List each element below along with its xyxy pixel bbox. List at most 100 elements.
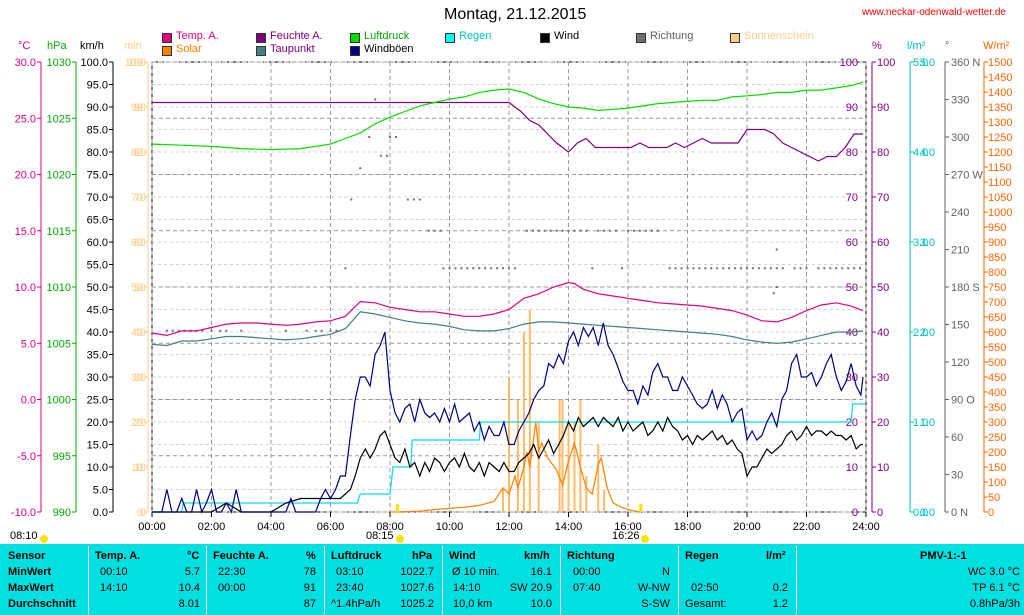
legend-swatch-pressure [350, 33, 360, 43]
rain-axis-tick-label: 3.0 [913, 237, 928, 249]
series-windb-en-line [152, 322, 864, 514]
website-link[interactable]: www.neckar-odenwald-wetter.de [862, 7, 1006, 18]
solar-axis-tick-label: 1200 [988, 147, 1012, 159]
series-direction-point [704, 267, 707, 270]
series-direction-point [722, 267, 725, 270]
series-direction-point [484, 267, 487, 270]
max-press-time: 23:40 [336, 582, 364, 594]
series-direction-point [805, 267, 808, 270]
header-rain-unit: l/m² [766, 550, 786, 562]
legend-swatch-wind [540, 33, 550, 43]
humidity-inner-label: 20 [846, 417, 858, 429]
series-direction-point [638, 229, 641, 232]
temp-axis-tick-label: 25.0 [15, 113, 36, 125]
wind-axis-tick-label: 80.0 [87, 147, 108, 159]
series-direction-point [427, 229, 430, 232]
header-sensor: Sensor [8, 550, 46, 562]
header-direction: Richtung [567, 550, 615, 562]
unit-min: min [124, 40, 142, 52]
series-direction-point [466, 267, 469, 270]
unit-hpa: hPa [47, 40, 67, 52]
x-tick-label: 02:00 [198, 521, 226, 533]
direction-axis-tick-label: 270 W [951, 170, 983, 182]
direction-axis-tick-label: 120 [951, 357, 969, 369]
direction-axis-tick-label: 150 [951, 320, 969, 332]
series-direction-point [472, 267, 475, 270]
wind-axis-tick-label: 85.0 [87, 125, 108, 137]
series-direction-point [502, 267, 505, 270]
solar-axis-tick-label: 1400 [988, 87, 1012, 99]
series-direction-point [710, 267, 713, 270]
header-temp-unit: °C [187, 550, 200, 562]
temp-axis-tick-label: 10.0 [15, 282, 36, 294]
direction-axis-tick-label: 0 N [951, 507, 968, 519]
solar-axis-tick-label: 1300 [988, 117, 1012, 129]
legend-label-sunshine: Sonnenschein [744, 30, 814, 42]
rain-inner-label: 3.0 [920, 237, 935, 249]
series-direction-point [644, 229, 647, 232]
series-direction-point [350, 198, 353, 201]
sunshine-axis-tick-label: 60 [131, 237, 143, 249]
sunrise-sun-icon [40, 535, 48, 543]
series-direction-point [775, 286, 778, 288]
sunshine-inner-label: 40 [134, 327, 146, 339]
row-label-avg: Durchschnitt [8, 598, 76, 610]
wind-axis-tick-label: 100.0 [80, 57, 108, 69]
wind-axis-tick-label: 25.0 [87, 395, 108, 407]
series-direction-point [757, 267, 760, 270]
direction-axis-tick-label: 300 [951, 132, 969, 144]
max-wind: SW 20.9 [509, 582, 552, 594]
humidity-inner-label: 50 [846, 282, 858, 294]
solar-axis-tick-label: 50 [988, 492, 1000, 504]
pressure-axis-tick-label: 1005 [47, 338, 71, 350]
series-direction-point [573, 229, 576, 232]
series-feuchte-a-line [152, 101, 863, 162]
wind-axis-tick-label: 55.0 [87, 260, 108, 272]
series-direction-point [418, 198, 421, 201]
legend-swatch-solar [162, 46, 172, 56]
humidity-axis-tick-label: 10 [877, 462, 889, 474]
series-direction-point [668, 267, 671, 270]
sun-start-label: 08:15 [366, 530, 394, 542]
direction-axis-tick-label: 30 [951, 470, 963, 482]
series-direction-point [609, 229, 612, 232]
humidity-inner-label: 100 [840, 57, 858, 69]
series-direction-point [314, 329, 317, 332]
series-direction-point [567, 229, 570, 232]
series-direction-point [171, 329, 174, 332]
solar-axis-tick-label: 550 [988, 342, 1006, 354]
series-direction-point [368, 136, 371, 138]
series-direction-point [543, 229, 546, 232]
series-direction-point [597, 229, 600, 232]
legend-label-direction: Richtung [650, 30, 694, 42]
series-direction-point [656, 229, 659, 232]
sunshine-inner-label: 10 [134, 462, 146, 474]
sunshine-inner-label: 100 [128, 57, 146, 69]
wind-axis-tick-label: 20.0 [87, 417, 108, 429]
series-direction-point [531, 229, 534, 232]
legend-swatch-temp [162, 33, 172, 43]
pmv-trend: 0.8hPa/3h [969, 598, 1020, 610]
wind-axis-tick-label: 90.0 [87, 102, 108, 114]
header-pressure-unit: hPa [412, 550, 433, 562]
series-direction-point [513, 267, 516, 270]
chart-title: Montag, 21.12.2015 [444, 6, 587, 23]
series-direction-point [374, 98, 377, 101]
temp-axis-tick-label: -5.0 [17, 451, 36, 463]
humidity-axis-tick-label: 20 [877, 417, 889, 429]
series-direction-point [478, 267, 481, 270]
max-hum-time: 00:00 [218, 582, 246, 594]
series-direction-point [829, 267, 832, 270]
unit-deg: ° [945, 40, 950, 52]
solar-axis-tick-label: 250 [988, 432, 1006, 444]
series-direction-point [305, 329, 308, 332]
column-divider [324, 546, 325, 614]
legend-label-gusts: Windböen [364, 43, 414, 55]
x-tick-label: 08:00 [376, 521, 404, 533]
temp-axis-tick-label: 0.0 [21, 395, 36, 407]
series-direction-point [210, 329, 213, 332]
solar-axis-tick-label: 1050 [988, 192, 1012, 204]
pressure-axis-tick-label: 1025 [47, 113, 71, 125]
header-pressure: Luftdruck [331, 550, 382, 562]
